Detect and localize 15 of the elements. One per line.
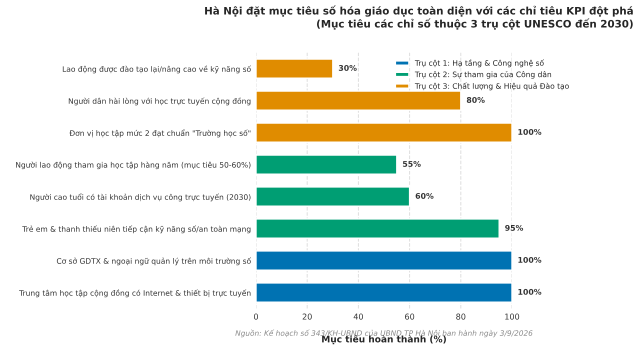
- x-axis-title: Mục tiêu hoàn thành (%): [322, 335, 446, 344]
- bar: [256, 154, 398, 175]
- bar: [256, 122, 512, 143]
- x-tick-label: 60: [405, 314, 414, 320]
- chart-title: Hà Nội đặt mục tiêu số hóa giáo dục toàn diện với các chỉ tiêu KPI đột phá (Mục tiêu các chỉ số thuộc 3 trụ cột UNESCO đến 2030): [205, 5, 633, 30]
- x-tick-label: 0: [254, 314, 258, 320]
- x-tick-label: 100: [505, 314, 520, 320]
- bar: [256, 186, 410, 207]
- x-tick-label: 40: [354, 314, 363, 320]
- bar: [256, 58, 334, 79]
- x-tick-label: 20: [302, 314, 312, 320]
- bar: [256, 282, 512, 303]
- bar: [256, 218, 500, 239]
- bar: [256, 250, 512, 271]
- x-tick-label: 80: [456, 314, 466, 320]
